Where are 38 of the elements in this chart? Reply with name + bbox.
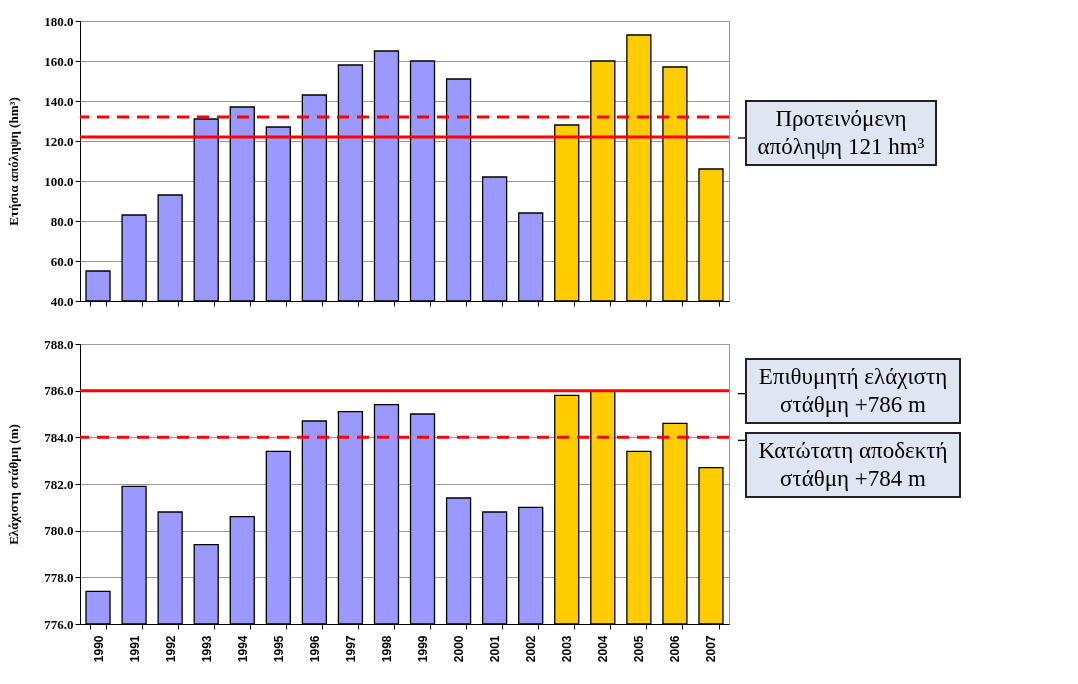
y-tick-label: 60.0 [50,253,74,269]
y-tick-label: 778.0 [44,569,74,585]
y-tick-label: 120.0 [44,133,74,149]
x-tick-label: 1998 [379,635,394,663]
ref-line-label: Κατώτατη αποδεκτή στάθμη +784 m [745,432,961,499]
x-tick-label: 1990 [91,635,106,663]
y-tick-label: 782.0 [44,476,74,492]
x-tick-label: 2001 [488,635,503,663]
y-tick-label: 776.0 [44,616,74,632]
y-axis-title: Ετήσια απόληψη (hm³) [5,97,21,226]
ref-line-label: Προτεινόμενη απόληψη 121 hm³ [745,100,937,166]
x-tick-label: 1992 [163,635,178,663]
y-tick-label: 180.0 [44,13,74,29]
x-tick-label: 2002 [524,635,539,663]
x-tick-label: 1991 [127,635,142,663]
x-tick-label: 1999 [416,635,431,663]
x-tick-label: 2006 [668,635,683,663]
y-tick-label: 80.0 [50,213,74,229]
x-tick-label: 1994 [235,635,250,663]
x-tick-label: 2003 [560,635,575,663]
ref-line-label: Επιθυμητή ελάχιστη στάθμη +786 m [745,357,961,424]
y-tick-label: 786.0 [44,383,74,399]
y-tick-label: 784.0 [44,429,74,445]
x-tick-label: 2007 [704,635,719,663]
y-tick-label: 140.0 [44,93,74,109]
y-tick-label: 788.0 [44,336,74,352]
x-tick-label: 2005 [632,635,647,663]
y-tick-label: 160.0 [44,53,74,69]
x-tick-label: 2004 [596,635,611,663]
y-tick-label: 780.0 [44,523,74,539]
x-tick-label: 2000 [452,635,467,663]
x-tick-label: 1995 [271,635,286,663]
x-tick-label: 1993 [199,635,214,663]
y-tick-label: 100.0 [44,173,74,189]
x-tick-label: 1996 [307,635,322,663]
y-axis-title: Ελάχιστη στάθμη (m) [5,424,21,545]
y-tick-label: 40.0 [50,293,74,309]
x-tick-label: 1997 [343,635,358,663]
